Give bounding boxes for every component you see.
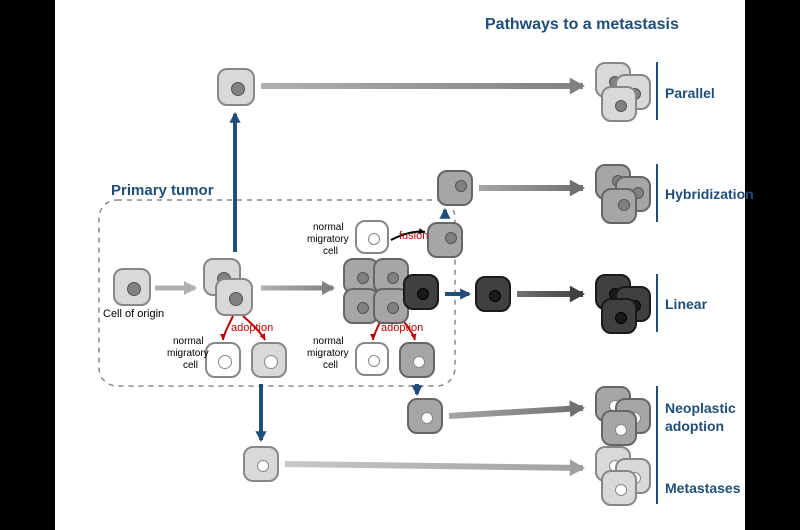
label-normal_mig_2c: cell <box>323 246 338 257</box>
label-normal_mig_1b: migratory <box>167 348 209 359</box>
cell-adopted1 <box>251 342 287 378</box>
arrowhead <box>255 431 266 442</box>
label-normal_mig_1a: normal <box>173 336 204 347</box>
arrowhead <box>322 281 335 295</box>
label-parallel: Parallel <box>665 85 715 101</box>
nucleus-icon <box>615 100 627 112</box>
nucleus-icon <box>387 272 399 284</box>
diagram-canvas: Pathways to a metastasis Primary tumor Cel… <box>55 0 745 530</box>
nucleus-icon <box>387 302 399 314</box>
cell-norm1 <box>205 342 241 378</box>
label-hybridization: Hybridization <box>665 186 754 202</box>
nucleus-icon <box>231 82 245 96</box>
nucleus-icon <box>218 355 232 369</box>
nucleus-icon <box>229 292 243 306</box>
label-adoption2: adoption <box>381 322 423 334</box>
cell-norm2 <box>355 220 389 254</box>
cell-linear-out <box>475 276 511 312</box>
cell-norm3 <box>355 342 389 376</box>
cell-neo-out <box>407 398 443 434</box>
nucleus-icon <box>368 355 380 367</box>
arrow <box>285 464 583 468</box>
label-adoption1: adoption <box>231 322 273 334</box>
cell-origin <box>113 268 151 306</box>
nucleus-icon <box>615 484 627 496</box>
label-neoplastic_a: Neoplastic <box>665 400 736 416</box>
nucleus-icon <box>127 282 141 296</box>
arrowhead <box>570 286 585 303</box>
cell-pair-b <box>215 278 253 316</box>
nucleus-icon <box>618 199 630 211</box>
nucleus-icon <box>615 424 627 436</box>
nucleus-icon <box>421 412 433 424</box>
cell-big-e <box>403 274 439 310</box>
label-title: Pathways to a metastasis <box>485 16 679 34</box>
label-normal_mig_2a: normal <box>313 222 344 233</box>
nucleus-icon <box>357 272 369 284</box>
cell-met-lin-c <box>601 298 637 334</box>
nucleus-icon <box>615 312 627 324</box>
arrowhead <box>570 459 585 476</box>
arrowhead <box>439 208 450 219</box>
label-metastases: Metastases <box>665 480 741 496</box>
nucleus-icon <box>489 290 501 302</box>
arrowhead <box>460 288 471 299</box>
cell-met-par-c <box>601 86 637 122</box>
arrowhead <box>411 385 422 396</box>
cell-adopted2 <box>399 342 435 378</box>
cell-neo-out2 <box>243 446 279 482</box>
label-normal_mig_3b: migratory <box>307 348 349 359</box>
nucleus-icon <box>445 232 457 244</box>
cell-hybrid-pre <box>427 222 463 258</box>
nucleus-icon <box>264 355 278 369</box>
label-neoplastic_b: adoption <box>665 418 724 434</box>
nucleus-icon <box>455 180 467 192</box>
arrowhead <box>569 400 585 417</box>
nucleus-icon <box>357 302 369 314</box>
arrow <box>449 408 583 416</box>
nucleus-icon <box>368 233 380 245</box>
label-normal_mig_1c: cell <box>183 360 198 371</box>
nucleus-icon <box>417 288 429 300</box>
cell-met-neo2-c <box>601 470 637 506</box>
arrowhead <box>570 78 585 95</box>
cell-met-neo-c <box>601 410 637 446</box>
label-normal_mig_2b: migratory <box>307 234 349 245</box>
label-linear: Linear <box>665 296 707 312</box>
arrowhead <box>570 180 585 197</box>
label-fusion: fusion <box>399 230 428 242</box>
nucleus-icon <box>257 460 269 472</box>
label-normal_mig_3a: normal <box>313 336 344 347</box>
nucleus-icon <box>413 356 425 368</box>
cell-met-hyb-c <box>601 188 637 224</box>
label-primary_tumor: Primary tumor <box>111 182 214 199</box>
arrowhead <box>184 281 197 295</box>
cell-parallel-1 <box>217 68 255 106</box>
cell-hybrid-out <box>437 170 473 206</box>
label-cell_of_origin: Cell of origin <box>103 308 164 320</box>
arrowhead <box>229 112 240 123</box>
label-normal_mig_3c: cell <box>323 360 338 371</box>
